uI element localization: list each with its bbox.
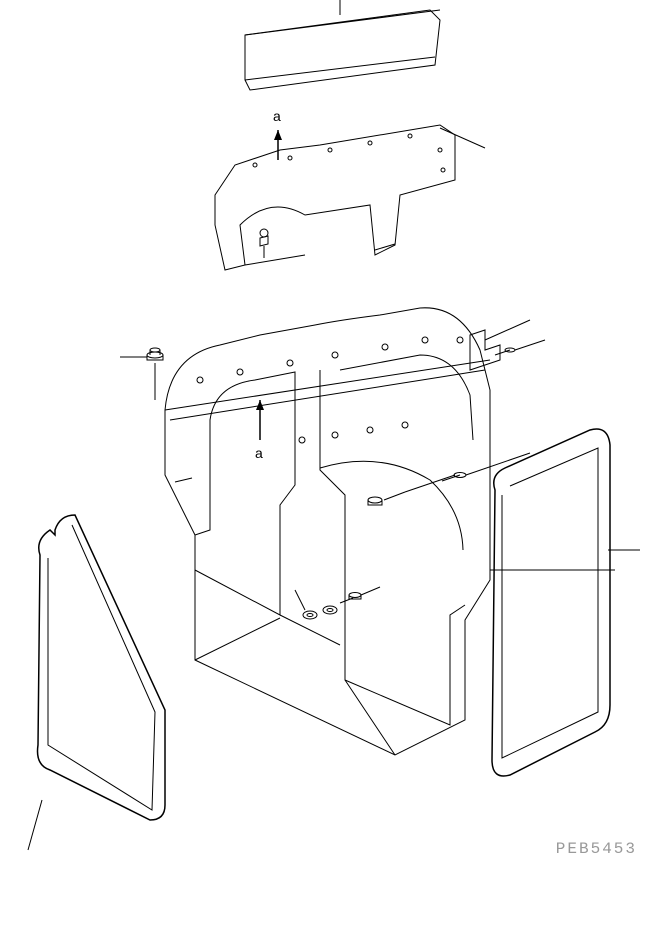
center-bolt-1 [368,475,455,505]
cab-body [165,308,615,755]
right-door-seal [492,429,640,776]
exploded-view-diagram [0,0,647,933]
right-bracket-clip [470,320,545,370]
left-bolt [120,348,163,400]
interior-hardware [295,587,380,619]
right-bolt-long [442,453,530,481]
roof-bracket [215,125,485,270]
label-a-top: a [273,108,281,124]
left-door-seal [28,515,165,850]
watermark: PEB5453 [556,840,637,858]
top-rails [245,0,440,90]
label-a-middle: a [255,445,263,461]
